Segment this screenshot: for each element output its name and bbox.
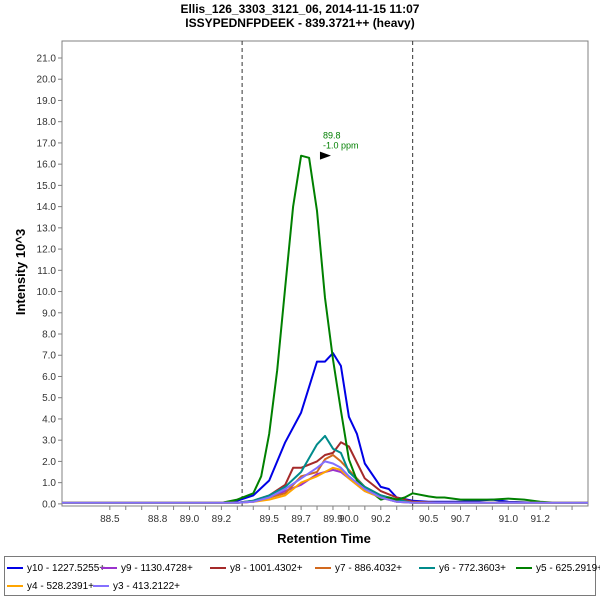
x-tick-label: 88.5: [100, 514, 120, 525]
y-tick-label: 2.0: [42, 457, 56, 468]
plot-area: 0.0 1.0 2.0 3.0 4.0 5.0 6.0 7.0 8.0 9.0 10.0 11.0 12…: [37, 40, 589, 525]
legend-label: y3 - 413.2122+: [113, 580, 180, 592]
series-line: [62, 434, 588, 504]
y-tick-label: 8.0: [42, 330, 56, 341]
peak-marker-arrow: [319, 151, 331, 160]
legend-swatch: [419, 567, 435, 569]
y-tick-label: 16.0: [37, 160, 57, 171]
chart-title: Ellis_126_3303_3121_06, 2014-11-15 11:07: [181, 2, 420, 16]
legend-label: y8 - 1001.4302+: [230, 562, 303, 574]
legend-item: y9 - 1130.4728+: [101, 560, 193, 576]
x-tick-label: 91.0: [499, 514, 519, 525]
legend-swatch: [210, 567, 226, 569]
y-tick-label: 18.0: [37, 117, 57, 128]
y-tick-label: 11.0: [37, 266, 56, 277]
y-tick-label: 19.0: [37, 96, 57, 107]
legend-item: y8 - 1001.4302+: [210, 560, 303, 576]
x-tick-label: 88.8: [148, 514, 168, 525]
y-tick-label: 6.0: [42, 372, 56, 383]
x-tick-label: 91.2: [530, 514, 550, 525]
y-tick-label: 9.0: [42, 308, 56, 319]
legend-swatch: [101, 567, 117, 569]
y-tick-label: 10.0: [37, 287, 57, 298]
x-tick-label: 90.0: [339, 514, 359, 525]
x-tick-label: 89.2: [212, 514, 232, 525]
legend-swatch: [7, 567, 23, 569]
y-tick-label: 12.0: [37, 245, 57, 256]
y-tick-label: 3.0: [42, 436, 56, 447]
legend-label: y6 - 772.3603+: [439, 562, 506, 574]
x-tick-label: 90.5: [419, 514, 439, 525]
legend-item: y10 - 1227.5255+: [7, 560, 105, 576]
x-tick-label: 89.7: [291, 514, 311, 525]
legend-swatch: [516, 567, 532, 569]
y-tick-label: 0.0: [42, 499, 56, 510]
y-tick-label: 13.0: [37, 223, 57, 234]
x-tick-label: 89.9: [323, 514, 343, 525]
x-tick-label: 90.7: [451, 514, 471, 525]
legend-label: y5 - 625.2919+: [536, 562, 600, 574]
x-tick-label: 90.2: [371, 514, 391, 525]
legend-label: y4 - 528.2391+: [27, 580, 94, 592]
peak-annotation-label: -1.0 ppm: [323, 141, 359, 151]
legend: y10 - 1227.5255+ y9 - 1130.4728+ y8 - 1001…: [4, 556, 600, 596]
legend-item: y7 - 886.4032+: [315, 560, 402, 576]
legend-swatch: [315, 567, 331, 569]
y-tick-label: 17.0: [37, 138, 57, 149]
plot-frame: [61, 40, 589, 507]
y-tick-label: 14.0: [37, 202, 57, 213]
peak-annotation-label: 89.8: [323, 131, 341, 141]
y-tick-label: 5.0: [42, 393, 56, 404]
legend-label: y10 - 1227.5255+: [27, 562, 106, 574]
legend-swatch: [7, 585, 23, 587]
series-line: [62, 154, 588, 504]
legend-item: y3 - 413.2122+: [93, 578, 180, 594]
legend-swatch: [93, 585, 109, 587]
legend-item: y5 - 625.2919+: [516, 560, 600, 576]
chart-subtitle: ISSYPEDNFPDEEK - 839.3721++ (heavy): [185, 16, 414, 30]
legend-item: y4 - 528.2391+: [7, 578, 94, 594]
y-axis-label: Intensity 10^3: [13, 229, 28, 315]
y-tick-label: 21.0: [37, 53, 57, 64]
y-tick-label: 7.0: [42, 351, 56, 362]
y-tick-label: 4.0: [42, 414, 56, 425]
x-axis-label: Retention Time: [277, 531, 371, 546]
y-tick-label: 1.0: [42, 478, 56, 489]
legend-label: y9 - 1130.4728+: [121, 562, 193, 574]
y-tick-label: 20.0: [37, 75, 57, 86]
chart: Ellis_126_3303_3121_06, 2014-11-15 11:07…: [13, 2, 589, 546]
x-tick-label: 89.0: [180, 514, 200, 525]
series-line: [62, 460, 588, 504]
x-tick-label: 89.5: [259, 514, 279, 525]
y-tick-label: 15.0: [37, 181, 57, 192]
legend-label: y7 - 886.4032+: [335, 562, 402, 574]
legend-item: y6 - 772.3603+: [419, 560, 506, 576]
